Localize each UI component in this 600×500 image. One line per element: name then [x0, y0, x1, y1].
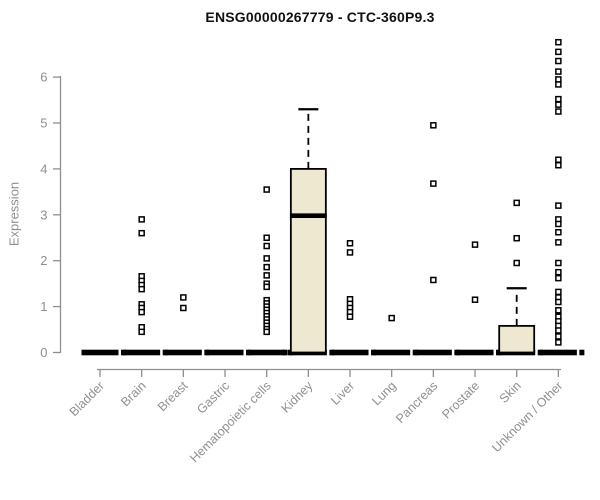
outlier-point [555, 274, 562, 282]
x-tick-label: Kidney [279, 378, 316, 415]
outlier-point [555, 38, 562, 46]
x-tick-label: Liver [328, 379, 357, 408]
outlier-point [555, 239, 562, 246]
outlier-point [513, 259, 520, 267]
outlier-point [346, 240, 354, 247]
zero-bar [206, 349, 244, 356]
outlier-point [263, 234, 270, 241]
outlier-point [555, 298, 562, 306]
outlier-point [555, 81, 562, 88]
outlier-point [555, 202, 562, 209]
outlier-point [346, 313, 354, 320]
y-tick-label: 4 [40, 161, 47, 176]
y-tick-label: 0 [40, 345, 47, 360]
zero-bar [331, 349, 369, 356]
zero-bar [248, 349, 286, 356]
outlier-point [555, 68, 562, 75]
outlier-point [138, 285, 145, 293]
outlier-point [555, 95, 562, 103]
outlier-point [346, 249, 354, 256]
outlier-point [263, 328, 270, 336]
outlier-point [513, 234, 520, 242]
x-tick-label: Prostate [439, 379, 482, 422]
outlier-point [263, 272, 270, 279]
x-tick-label: Skin [497, 379, 524, 406]
outlier-point [138, 216, 145, 223]
outlier-point [263, 186, 270, 193]
outlier-point [555, 259, 562, 267]
x-tick-label: Unknown / Other [489, 379, 565, 455]
outlier-point [555, 288, 562, 296]
outlier-point [180, 294, 187, 301]
outlier-point [555, 228, 562, 236]
outlier-point [555, 339, 562, 346]
x-tick-label: Brain [118, 379, 149, 410]
zero-bar [373, 349, 411, 356]
outlier-point [430, 180, 437, 187]
x-tick-label: Breast [155, 378, 191, 414]
outlier-point [138, 308, 145, 316]
zero-bar [456, 349, 494, 356]
outlier-point [263, 242, 270, 250]
outlier-point [555, 156, 562, 163]
x-tick-label: Gastric [194, 379, 232, 417]
outlier-point [471, 296, 479, 303]
y-tick-label: 1 [40, 299, 47, 314]
zero-bar [164, 349, 202, 356]
outlier-point [263, 263, 270, 271]
y-tick-label: 2 [40, 253, 47, 268]
outlier-point [555, 57, 562, 65]
zero-bar [81, 349, 119, 356]
outlier-point [555, 161, 562, 169]
y-tick-label: 3 [40, 207, 47, 222]
box [498, 324, 536, 354]
outlier-point [555, 307, 562, 314]
chart-title: ENSG00000267779 - CTC-360P9.3 [205, 9, 435, 25]
x-tick-label: Pancreas [393, 379, 440, 426]
zero-bar [123, 349, 161, 356]
outlier-point [555, 76, 562, 83]
zero-outlier-marker [282, 349, 288, 356]
outlier-point [555, 268, 562, 276]
outlier-point [555, 108, 562, 115]
outlier-point [263, 283, 270, 291]
y-tick-label: 5 [40, 116, 47, 131]
outlier-point [138, 328, 145, 336]
outlier-point [388, 314, 395, 322]
outlier-point [555, 101, 562, 108]
outlier-point [513, 199, 520, 207]
x-tick-label: Hematopoietic cells [187, 379, 274, 466]
outlier-point [555, 220, 562, 228]
y-tick-label: 6 [40, 70, 47, 85]
zero-outlier-marker [579, 349, 585, 356]
box [289, 167, 327, 354]
x-tick-label: Lung [369, 379, 399, 409]
outlier-point [555, 48, 562, 56]
outlier-point [430, 276, 437, 284]
outlier-point [263, 255, 270, 262]
outlier-point [555, 327, 562, 334]
zero-bar [414, 349, 452, 356]
outlier-point [471, 241, 479, 248]
outlier-point [138, 229, 145, 237]
x-tick-label: Bladder [67, 379, 107, 419]
outlier-point [430, 122, 437, 129]
zero-bar [539, 349, 577, 356]
outlier-point [555, 333, 562, 340]
outlier-point [180, 304, 187, 312]
